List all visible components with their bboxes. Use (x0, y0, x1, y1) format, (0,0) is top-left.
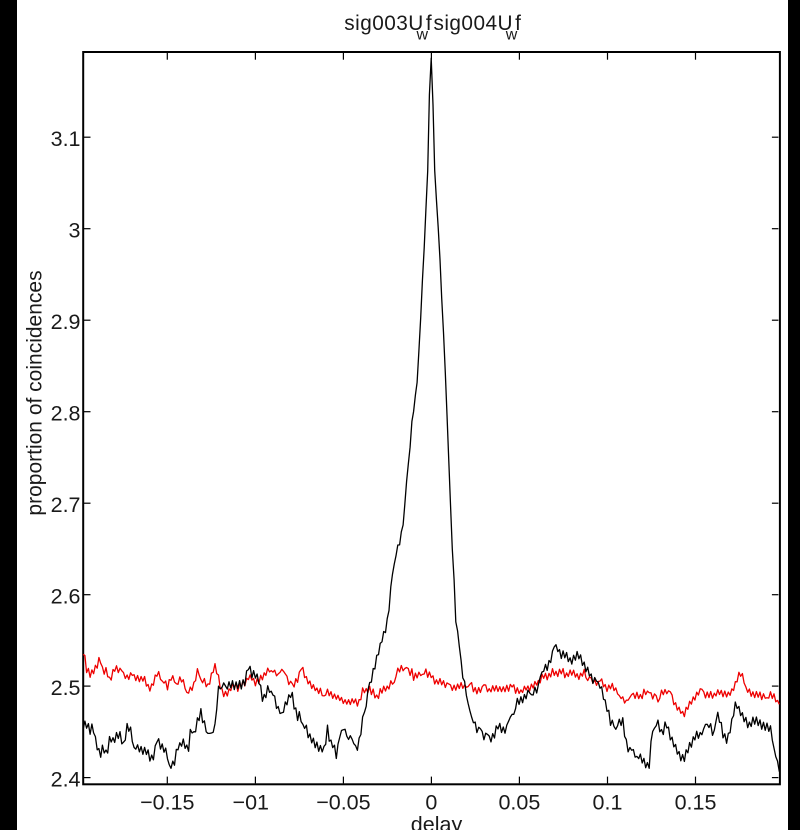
svg-text:0: 0 (425, 791, 437, 815)
svg-text:0.1: 0.1 (593, 791, 623, 815)
svg-text:0.05: 0.05 (498, 791, 540, 815)
svg-text:3: 3 (69, 219, 81, 243)
svg-text:0.15: 0.15 (675, 791, 717, 815)
svg-text:delay: delay (411, 812, 463, 830)
svg-text:−0.15: −0.15 (140, 791, 194, 815)
svg-text:2.5: 2.5 (51, 676, 81, 700)
svg-text:2.8: 2.8 (51, 402, 81, 426)
svg-text:−0.05: −0.05 (316, 791, 370, 815)
svg-text:3.1: 3.1 (51, 127, 81, 151)
svg-text:proportion of coincidences: proportion of coincidences (24, 270, 47, 515)
svg-text:−01: −01 (233, 791, 269, 815)
svg-text:2.6: 2.6 (51, 585, 81, 609)
svg-text:2.9: 2.9 (51, 310, 81, 334)
svg-text:sig003Uwfsig004Uwf: sig003Uwfsig004Uwf (344, 12, 521, 44)
svg-text:2.7: 2.7 (51, 493, 81, 517)
svg-text:2.4: 2.4 (51, 768, 81, 792)
